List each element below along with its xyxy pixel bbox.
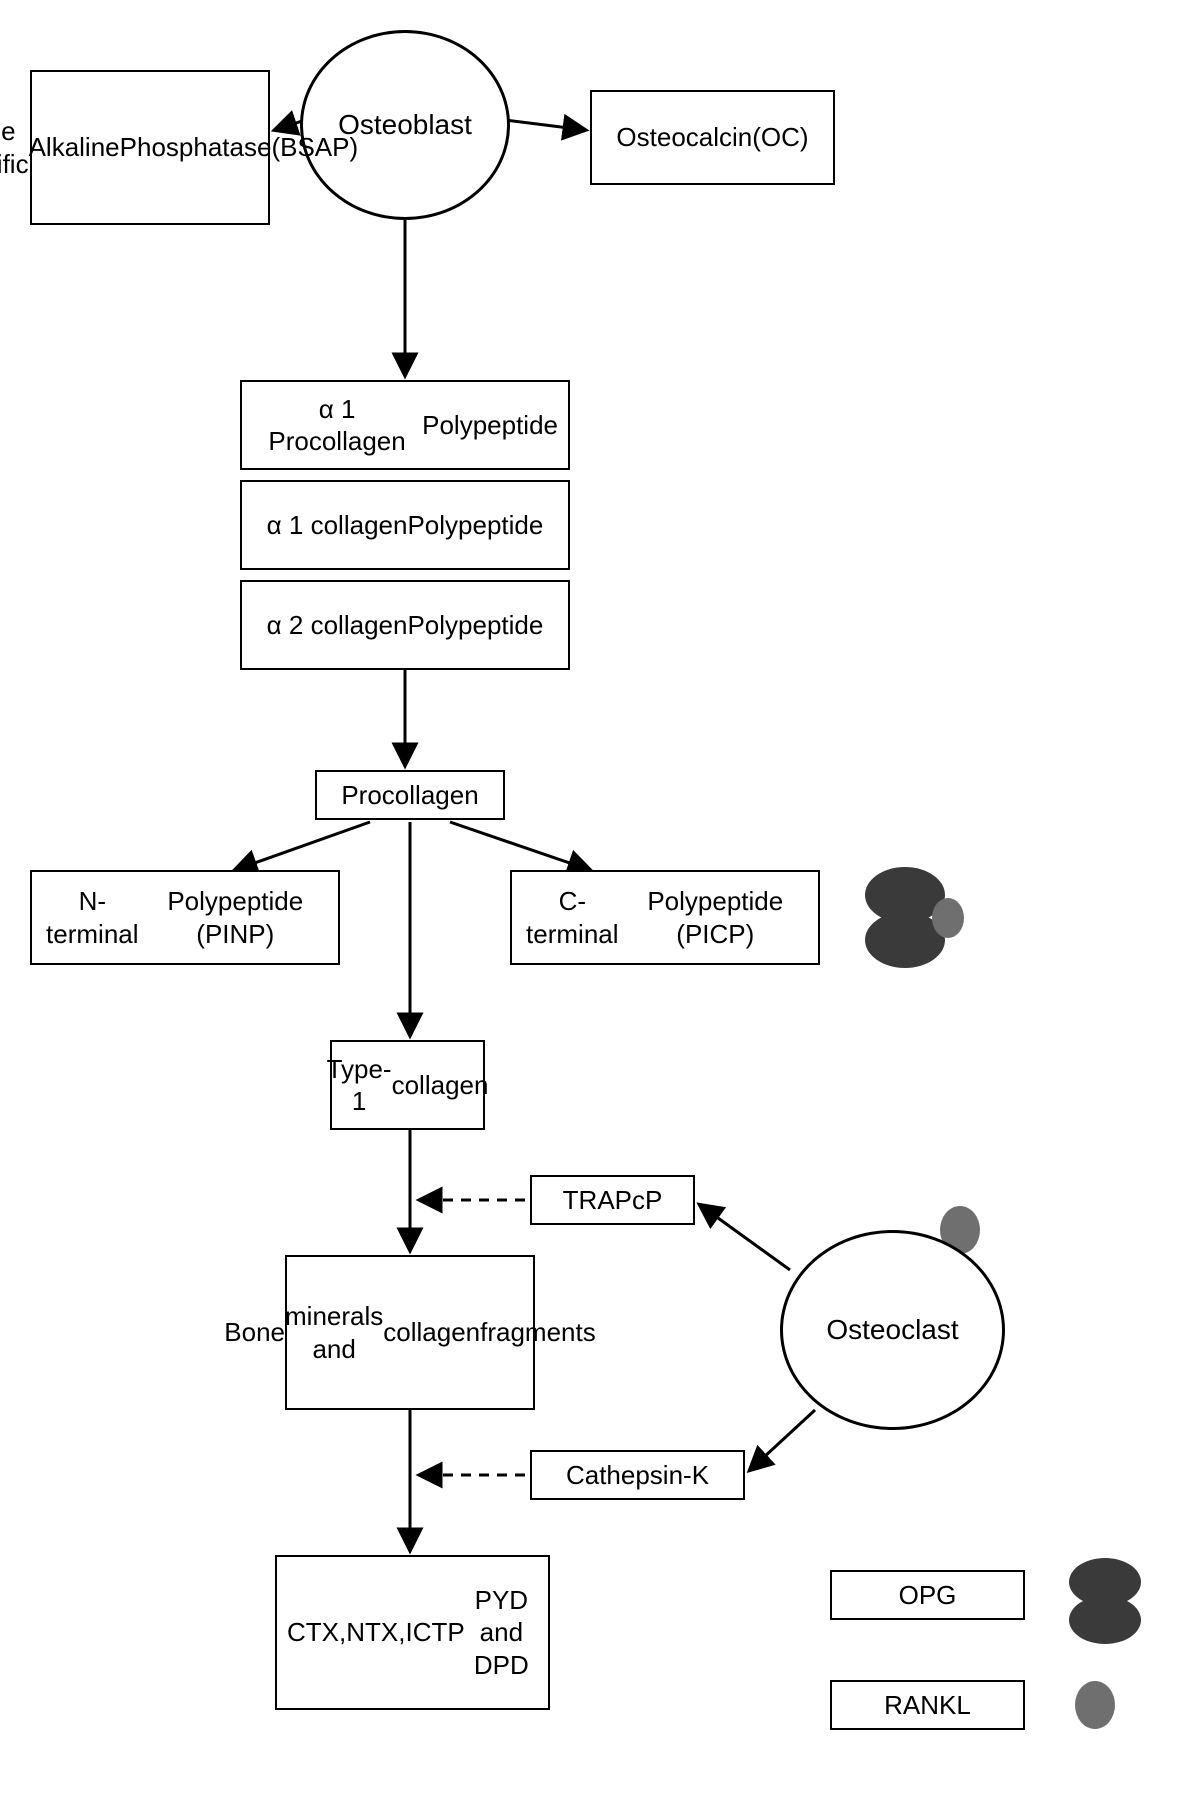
node-osteoclast: Osteoclast <box>780 1230 1005 1430</box>
node-trapcp: TRAPcP <box>530 1175 695 1225</box>
node-opg: OPG <box>830 1570 1025 1620</box>
edge-osteoclast-trapcp <box>700 1205 790 1270</box>
node-ctx: CTX,NTX,ICTPPYD and DPD <box>275 1555 550 1710</box>
edge-procol-pinp <box>235 822 370 870</box>
edge-osteoclast-cathk <box>750 1410 815 1470</box>
node-pinp: N-terminalPolypeptide (PINP) <box>30 870 340 965</box>
node-a1coll: α 1 collagenPolypeptide <box>240 480 570 570</box>
node-procol: Procollagen <box>315 770 505 820</box>
node-cathk: Cathepsin-K <box>530 1450 745 1500</box>
edge-osteoblast-oc <box>505 120 585 130</box>
node-bsap: Bone specificAlkalinePhosphatase(BSAP) <box>30 70 270 225</box>
node-rankl: RANKL <box>830 1680 1025 1730</box>
node-a1proc: α 1 ProcollagenPolypeptide <box>240 380 570 470</box>
node-picp: C-terminalPolypeptide (PICP) <box>510 870 820 965</box>
edge-procol-picp <box>450 822 590 870</box>
node-osteoblast: Osteoblast <box>300 30 510 220</box>
node-a2coll: α 2 collagenPolypeptide <box>240 580 570 670</box>
node-bonefrag: Boneminerals andcollagenfragments <box>285 1255 535 1410</box>
node-type1: Type-1collagen <box>330 1040 485 1130</box>
node-oc: Osteocalcin(OC) <box>590 90 835 185</box>
